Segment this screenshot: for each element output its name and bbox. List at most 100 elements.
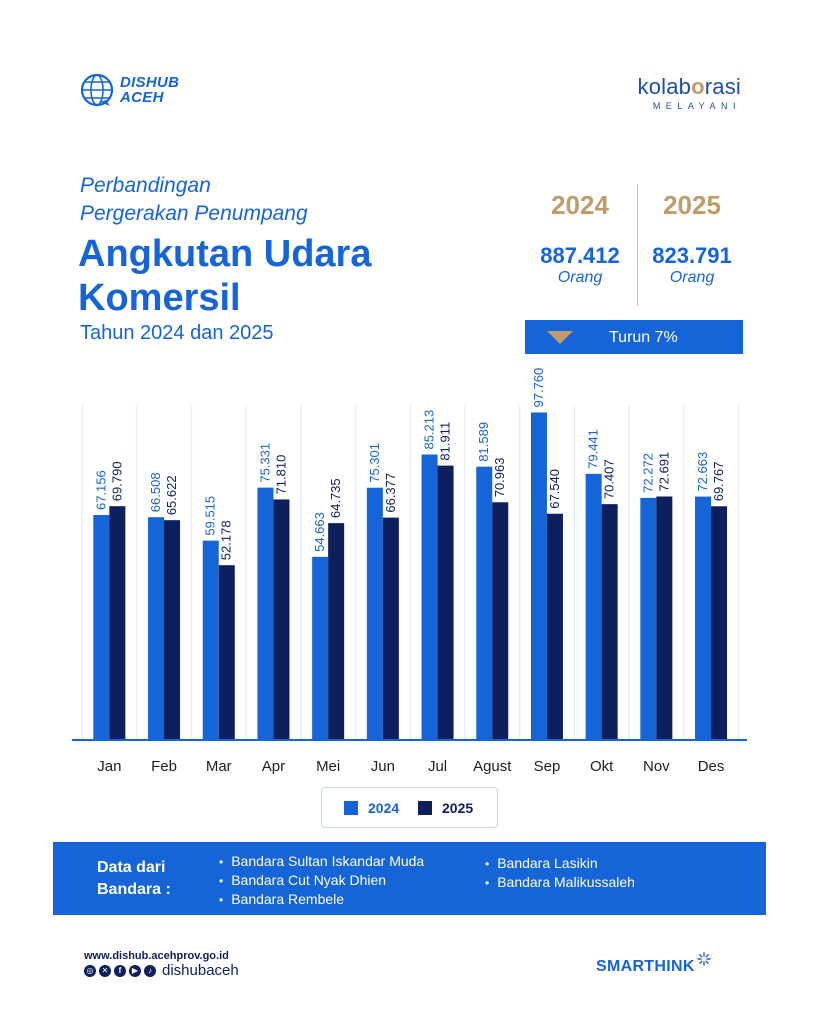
facebook-icon[interactable]: f xyxy=(114,964,126,977)
summary-unit-2024: Orang xyxy=(557,269,603,286)
data-label-2024: 66.508 xyxy=(148,472,163,512)
social-handle: dishubaceh xyxy=(162,962,239,979)
summary-year-2025: 2025 xyxy=(663,190,721,220)
down-triangle-icon xyxy=(547,331,573,344)
bar-2025 xyxy=(437,465,454,740)
x-icon[interactable]: ✕ xyxy=(99,964,111,977)
data-label-2025: 69.767 xyxy=(711,462,726,502)
airport-item: Bandara Cut Nyak Dhien xyxy=(219,871,424,890)
smarthink-logo: SMARTHINK xyxy=(596,952,711,976)
data-label-2024: 79.441 xyxy=(586,429,601,469)
airport-item: Bandara Malikussaleh xyxy=(485,873,635,892)
youtube-icon[interactable]: ▶ xyxy=(129,964,141,977)
month-label: Feb xyxy=(151,758,177,775)
month-label: Apr xyxy=(262,758,285,775)
globe-plane-icon xyxy=(80,73,114,107)
chart-legend: 2024 2025 xyxy=(321,787,498,828)
data-label-2024: 75.331 xyxy=(257,443,272,483)
month-label: Mei xyxy=(316,758,340,775)
data-label-2025: 67.540 xyxy=(547,469,562,509)
monthly-bar-chart: 67.156 69.790 Jan 66.508 65.622 Feb 59.51552.1… xyxy=(72,368,747,775)
kolab-tagline: MELAYANI xyxy=(652,101,741,111)
dishub-aceh-logo: DISHUB ACEH xyxy=(80,72,179,108)
summary-divider xyxy=(637,184,638,306)
data-label-2025: 66.377 xyxy=(383,473,398,513)
bar-2025 xyxy=(546,513,563,740)
website-link[interactable]: www.dishub.acehprov.go.id xyxy=(84,950,229,962)
bar-2024 xyxy=(421,454,438,740)
legend-item-2025: 2025 xyxy=(418,800,473,816)
data-label-2025: 71.810 xyxy=(273,455,288,495)
source-label-line1: Data dari xyxy=(97,859,166,876)
bar-2025 xyxy=(492,502,509,740)
chart-bars xyxy=(93,412,728,740)
summary-unit-2025: Orang xyxy=(669,269,715,286)
data-label-2025: 65.622 xyxy=(164,475,179,515)
bar-2024 xyxy=(202,540,219,740)
bar-2024 xyxy=(312,556,329,740)
logo-text-line1: DISHUB xyxy=(120,74,180,91)
chart-labels: 67.156 69.790 Jan 66.508 65.622 Feb 59.51552.1… xyxy=(93,368,726,775)
bar-2024 xyxy=(257,487,274,740)
airport-item: Bandara Rembele xyxy=(219,890,424,909)
bar-2025 xyxy=(273,499,290,740)
source-label: Data dari Bandara : xyxy=(97,857,171,901)
airport-list-right: Bandara Lasikin Bandara Malikussaleh xyxy=(485,854,635,892)
source-label-line2: Bandara : xyxy=(97,881,171,898)
year-range-text: Tahun 2024 dan 2025 xyxy=(80,322,274,344)
chart-gridlines xyxy=(81,405,740,740)
month-label: Des xyxy=(698,758,725,775)
data-label-2024: 59.515 xyxy=(203,496,218,536)
month-label: Nov xyxy=(643,758,670,775)
data-label-2024: 72.663 xyxy=(695,452,710,492)
kolab-text-accent: o xyxy=(691,74,705,99)
bar-2024 xyxy=(93,515,110,740)
month-label: Sep xyxy=(534,758,561,775)
bar-2025 xyxy=(656,496,673,740)
sparkle-icon xyxy=(697,952,711,966)
data-label-2024: 97.760 xyxy=(531,368,546,408)
data-label-2024: 54.663 xyxy=(312,512,327,552)
data-label-2025: 64.735 xyxy=(328,478,343,518)
smarthink-text: SMARTHINK xyxy=(596,958,695,975)
data-label-2024: 67.156 xyxy=(93,470,108,510)
summary-table: 2024 887.412 Orang 2025 823.791 Orang xyxy=(526,184,742,306)
page-title: Angkutan Udara Komersil xyxy=(78,232,371,320)
legend-label-2025: 2025 xyxy=(442,800,474,816)
bar-2024 xyxy=(530,412,547,740)
kolab-text-post: rasi xyxy=(704,74,741,99)
airport-list-left: Bandara Sultan Iskandar Muda Bandara Cut… xyxy=(219,852,424,909)
bar-2024 xyxy=(695,496,712,740)
bar-2024 xyxy=(366,487,383,740)
bar-2025 xyxy=(382,517,399,740)
bar-2024 xyxy=(585,473,602,740)
legend-swatch-2024 xyxy=(344,801,358,815)
change-banner: Turun 7% xyxy=(525,320,743,354)
month-label: Jul xyxy=(428,758,447,775)
data-label-2025: 52.178 xyxy=(219,520,234,560)
data-label-2025: 69.790 xyxy=(109,461,124,501)
bar-2024 xyxy=(476,466,493,740)
airport-item: Bandara Lasikin xyxy=(485,854,635,873)
legend-item-2024: 2024 xyxy=(344,800,399,816)
month-label: Agust xyxy=(473,758,512,775)
month-label: Jun xyxy=(371,758,395,775)
tiktok-icon[interactable]: ♪ xyxy=(144,964,156,977)
summary-col-2024: 2024 887.412 Orang xyxy=(526,184,634,288)
data-label-2025: 81.911 xyxy=(438,422,453,461)
summary-year-2024: 2024 xyxy=(551,190,609,220)
bar-2025 xyxy=(164,520,181,740)
bar-2025 xyxy=(601,504,618,740)
legend-swatch-2025 xyxy=(418,801,432,815)
bar-2024 xyxy=(640,497,657,740)
summary-total-2025: 823.791 xyxy=(652,243,732,268)
kolab-text-pre: kolab xyxy=(637,74,692,99)
change-label: Turun 7% xyxy=(609,329,678,346)
instagram-icon[interactable]: ◎ xyxy=(84,964,96,977)
bar-2025 xyxy=(711,506,728,740)
bar-2025 xyxy=(218,565,235,740)
data-label-2025: 70.963 xyxy=(492,458,507,498)
subtitle-line1: Perbandingan xyxy=(80,174,211,197)
bar-2025 xyxy=(328,523,345,740)
data-label-2024: 75.301 xyxy=(367,443,382,483)
